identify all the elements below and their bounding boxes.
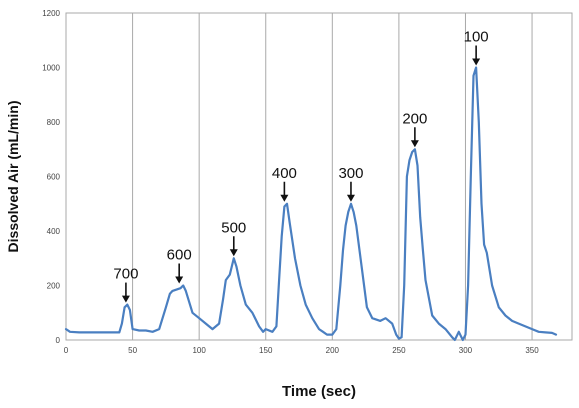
x-tick-label: 250 [392,346,406,355]
series-line [64,66,558,342]
peak-arrow-head [280,194,289,202]
y-tick-label: 800 [47,118,61,127]
y-axis-title: Dissolved Air (mL/min) [5,101,21,253]
peak-label: 300 [338,165,363,182]
peak-label: 600 [167,247,192,264]
peak-arrow-head [121,295,130,303]
y-tick-label: 200 [47,282,61,291]
x-tick-label: 150 [259,346,273,355]
y-tick-label: 1200 [42,9,60,18]
peak-arrow-head [346,194,355,202]
y-tick-label: 0 [56,336,61,345]
x-axis-title: Time (sec) [282,383,356,400]
y-tick-label: 1000 [42,64,60,73]
peak-label: 200 [402,110,427,127]
peak-arrow-head [229,249,238,257]
x-tick-label: 0 [64,346,69,355]
peak-annotation: 500 [221,219,246,257]
plot-frame [65,12,573,341]
peak-annotation: 200 [402,110,427,148]
grid-layer [132,13,533,340]
annotation-layer: 700 600 500 400 300 200 100 [113,29,489,303]
y-tick-label: 600 [47,173,61,182]
x-tick-label: 100 [192,346,206,355]
peak-arrow-head [175,276,184,284]
peak-label: 100 [464,29,489,46]
peak-annotation: 100 [464,29,489,66]
y-tick-label: 400 [47,227,61,236]
peak-label: 500 [221,219,246,236]
peak-arrow-head [472,58,481,66]
peak-annotation: 600 [167,247,192,284]
tick-layer: 0 50 100 150 200 250 300 350 0 200 400 600 800 1000 12… [42,9,539,355]
x-tick-label: 50 [128,346,137,355]
peak-arrow-head [410,140,419,148]
x-tick-label: 350 [525,346,539,355]
peak-annotation: 700 [113,266,138,303]
peak-label: 400 [272,165,297,182]
peak-annotation: 400 [272,165,297,202]
peak-label: 700 [113,266,138,283]
x-tick-label: 200 [326,346,340,355]
x-tick-label: 300 [459,346,473,355]
peak-annotation: 300 [338,165,363,202]
